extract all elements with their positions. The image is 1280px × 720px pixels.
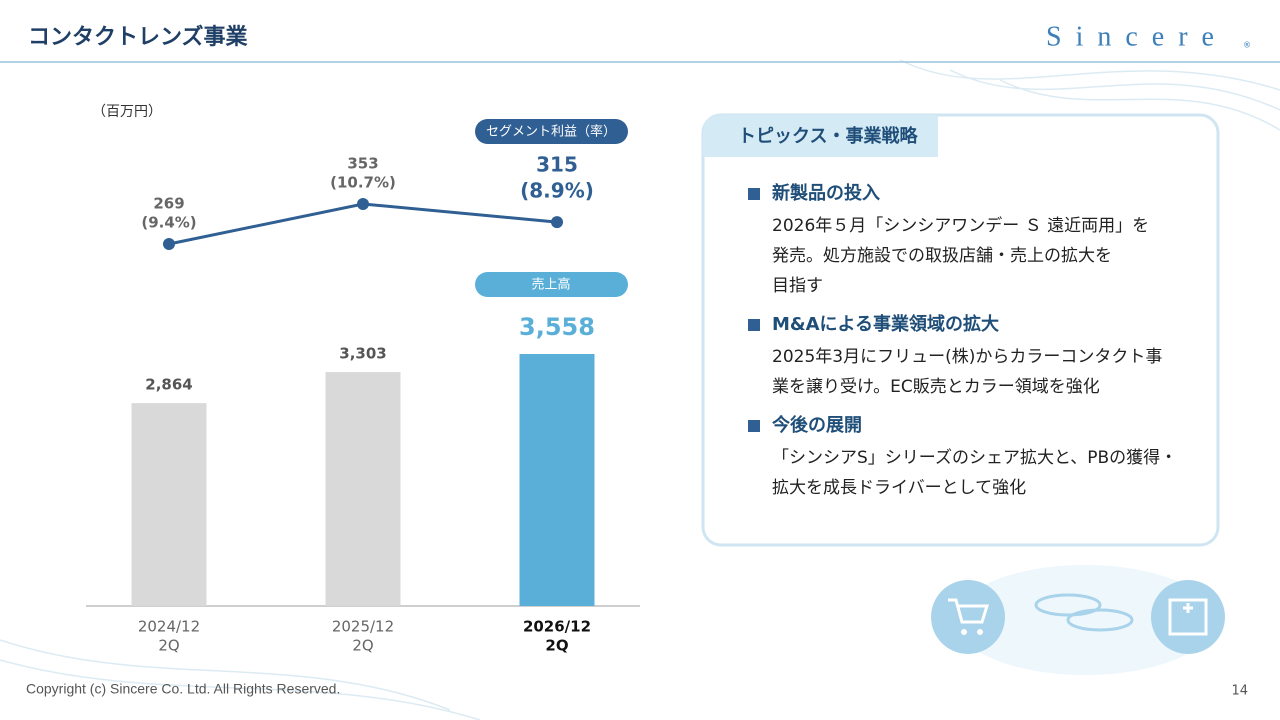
- x-tick-period: 2Q: [545, 637, 568, 655]
- page-number: 14: [1231, 684, 1248, 699]
- topic-text: 2025年3月にフリュー(株)からカラーコンタクト事: [772, 347, 1162, 367]
- logo-mark: ®: [1243, 41, 1251, 50]
- bar-value-label: 3,558: [519, 313, 595, 341]
- x-tick-period: 2Q: [352, 637, 373, 655]
- bullet: [748, 188, 760, 200]
- x-tick-label: 2026/12: [523, 618, 591, 636]
- legend-label: セグメント利益（率）: [486, 124, 616, 140]
- topic-text: 目指す: [772, 276, 823, 296]
- topic-text: 発売。処方施設での取扱店舗・売上の拡大を: [772, 246, 1112, 266]
- logo: Sincere: [1046, 21, 1228, 52]
- topic-text: 2026年５月「シンシアワンデー Ｓ 遠近両用」を: [772, 215, 1149, 236]
- bar: [519, 354, 595, 606]
- legend-label: 売上高: [531, 277, 570, 293]
- lens-icon: [1034, 593, 1102, 617]
- profit-point: [163, 238, 175, 250]
- cart-wheel: [977, 629, 983, 635]
- copyright: Copyright (c) Sincere Co. Ltd. All Right…: [26, 681, 340, 697]
- topic-text: 業を譲り受け。EC販売とカラー領域を強化: [772, 377, 1100, 397]
- unit-label: （百万円）: [92, 104, 162, 120]
- profit-rate-label: (10.7%): [330, 174, 396, 192]
- topic-text: 「シンシアS」シリーズのシェア拡大と、PBの獲得・: [772, 448, 1177, 468]
- icon-glow: [955, 565, 1215, 675]
- topics-panel: トピックス・事業戦略 新製品の投入 2026年５月「シンシアワンデー Ｓ 遠近両用…: [701, 113, 1220, 547]
- bar: [325, 372, 401, 606]
- x-tick-label: 2024/12: [138, 618, 200, 636]
- topic-heading: 新製品の投入: [772, 182, 880, 204]
- topic-heading: 今後の展開: [772, 414, 862, 436]
- profit-value-label: 269: [153, 195, 184, 213]
- x-tick-label: 2025/12: [332, 618, 394, 636]
- store-shape: [1168, 598, 1208, 636]
- page-title: コンタクトレンズ事業: [28, 24, 249, 50]
- topic-heading: M&Aによる事業領域の拡大: [772, 313, 999, 335]
- profit-point: [551, 216, 563, 229]
- wave-decoration: [899, 59, 1280, 131]
- panel-title: トピックス・事業戦略: [738, 125, 918, 147]
- store-icon: [1151, 580, 1225, 654]
- bullet: [748, 319, 760, 331]
- profit-point: [357, 198, 369, 210]
- panel-tab: [703, 115, 938, 157]
- wave-decoration: [0, 639, 481, 720]
- cart-shape: [948, 598, 990, 624]
- chart: （百万円） 2,864 3,303 3,558 売上高 269(9.4%) 353(10.…: [86, 104, 640, 655]
- bar: [131, 403, 207, 606]
- topic-text: 拡大を成長ドライバーとして強化: [772, 478, 1026, 498]
- legend-badge: [475, 119, 628, 144]
- topic-list: 新製品の投入 2026年５月「シンシアワンデー Ｓ 遠近両用」を発売。処方施設での…: [748, 182, 1177, 498]
- panel-frame: [701, 113, 1220, 547]
- bar-value-label: 2,864: [145, 376, 192, 394]
- profit-value-label: 353: [347, 155, 378, 173]
- profit-value-label: 315: [536, 153, 578, 177]
- cart-icon: [931, 580, 1005, 654]
- icons: [931, 565, 1225, 675]
- lens-icon: [1066, 608, 1134, 632]
- bar-value-label: 3,303: [339, 345, 386, 363]
- profit-rate-label: (8.9%): [520, 179, 594, 203]
- store-cross: [1183, 603, 1193, 613]
- profit-rate-label: (9.4%): [141, 214, 196, 232]
- cart-wheel: [961, 629, 967, 635]
- x-tick-period: 2Q: [158, 637, 179, 655]
- legend-badge: [475, 272, 628, 297]
- bullet: [748, 420, 760, 432]
